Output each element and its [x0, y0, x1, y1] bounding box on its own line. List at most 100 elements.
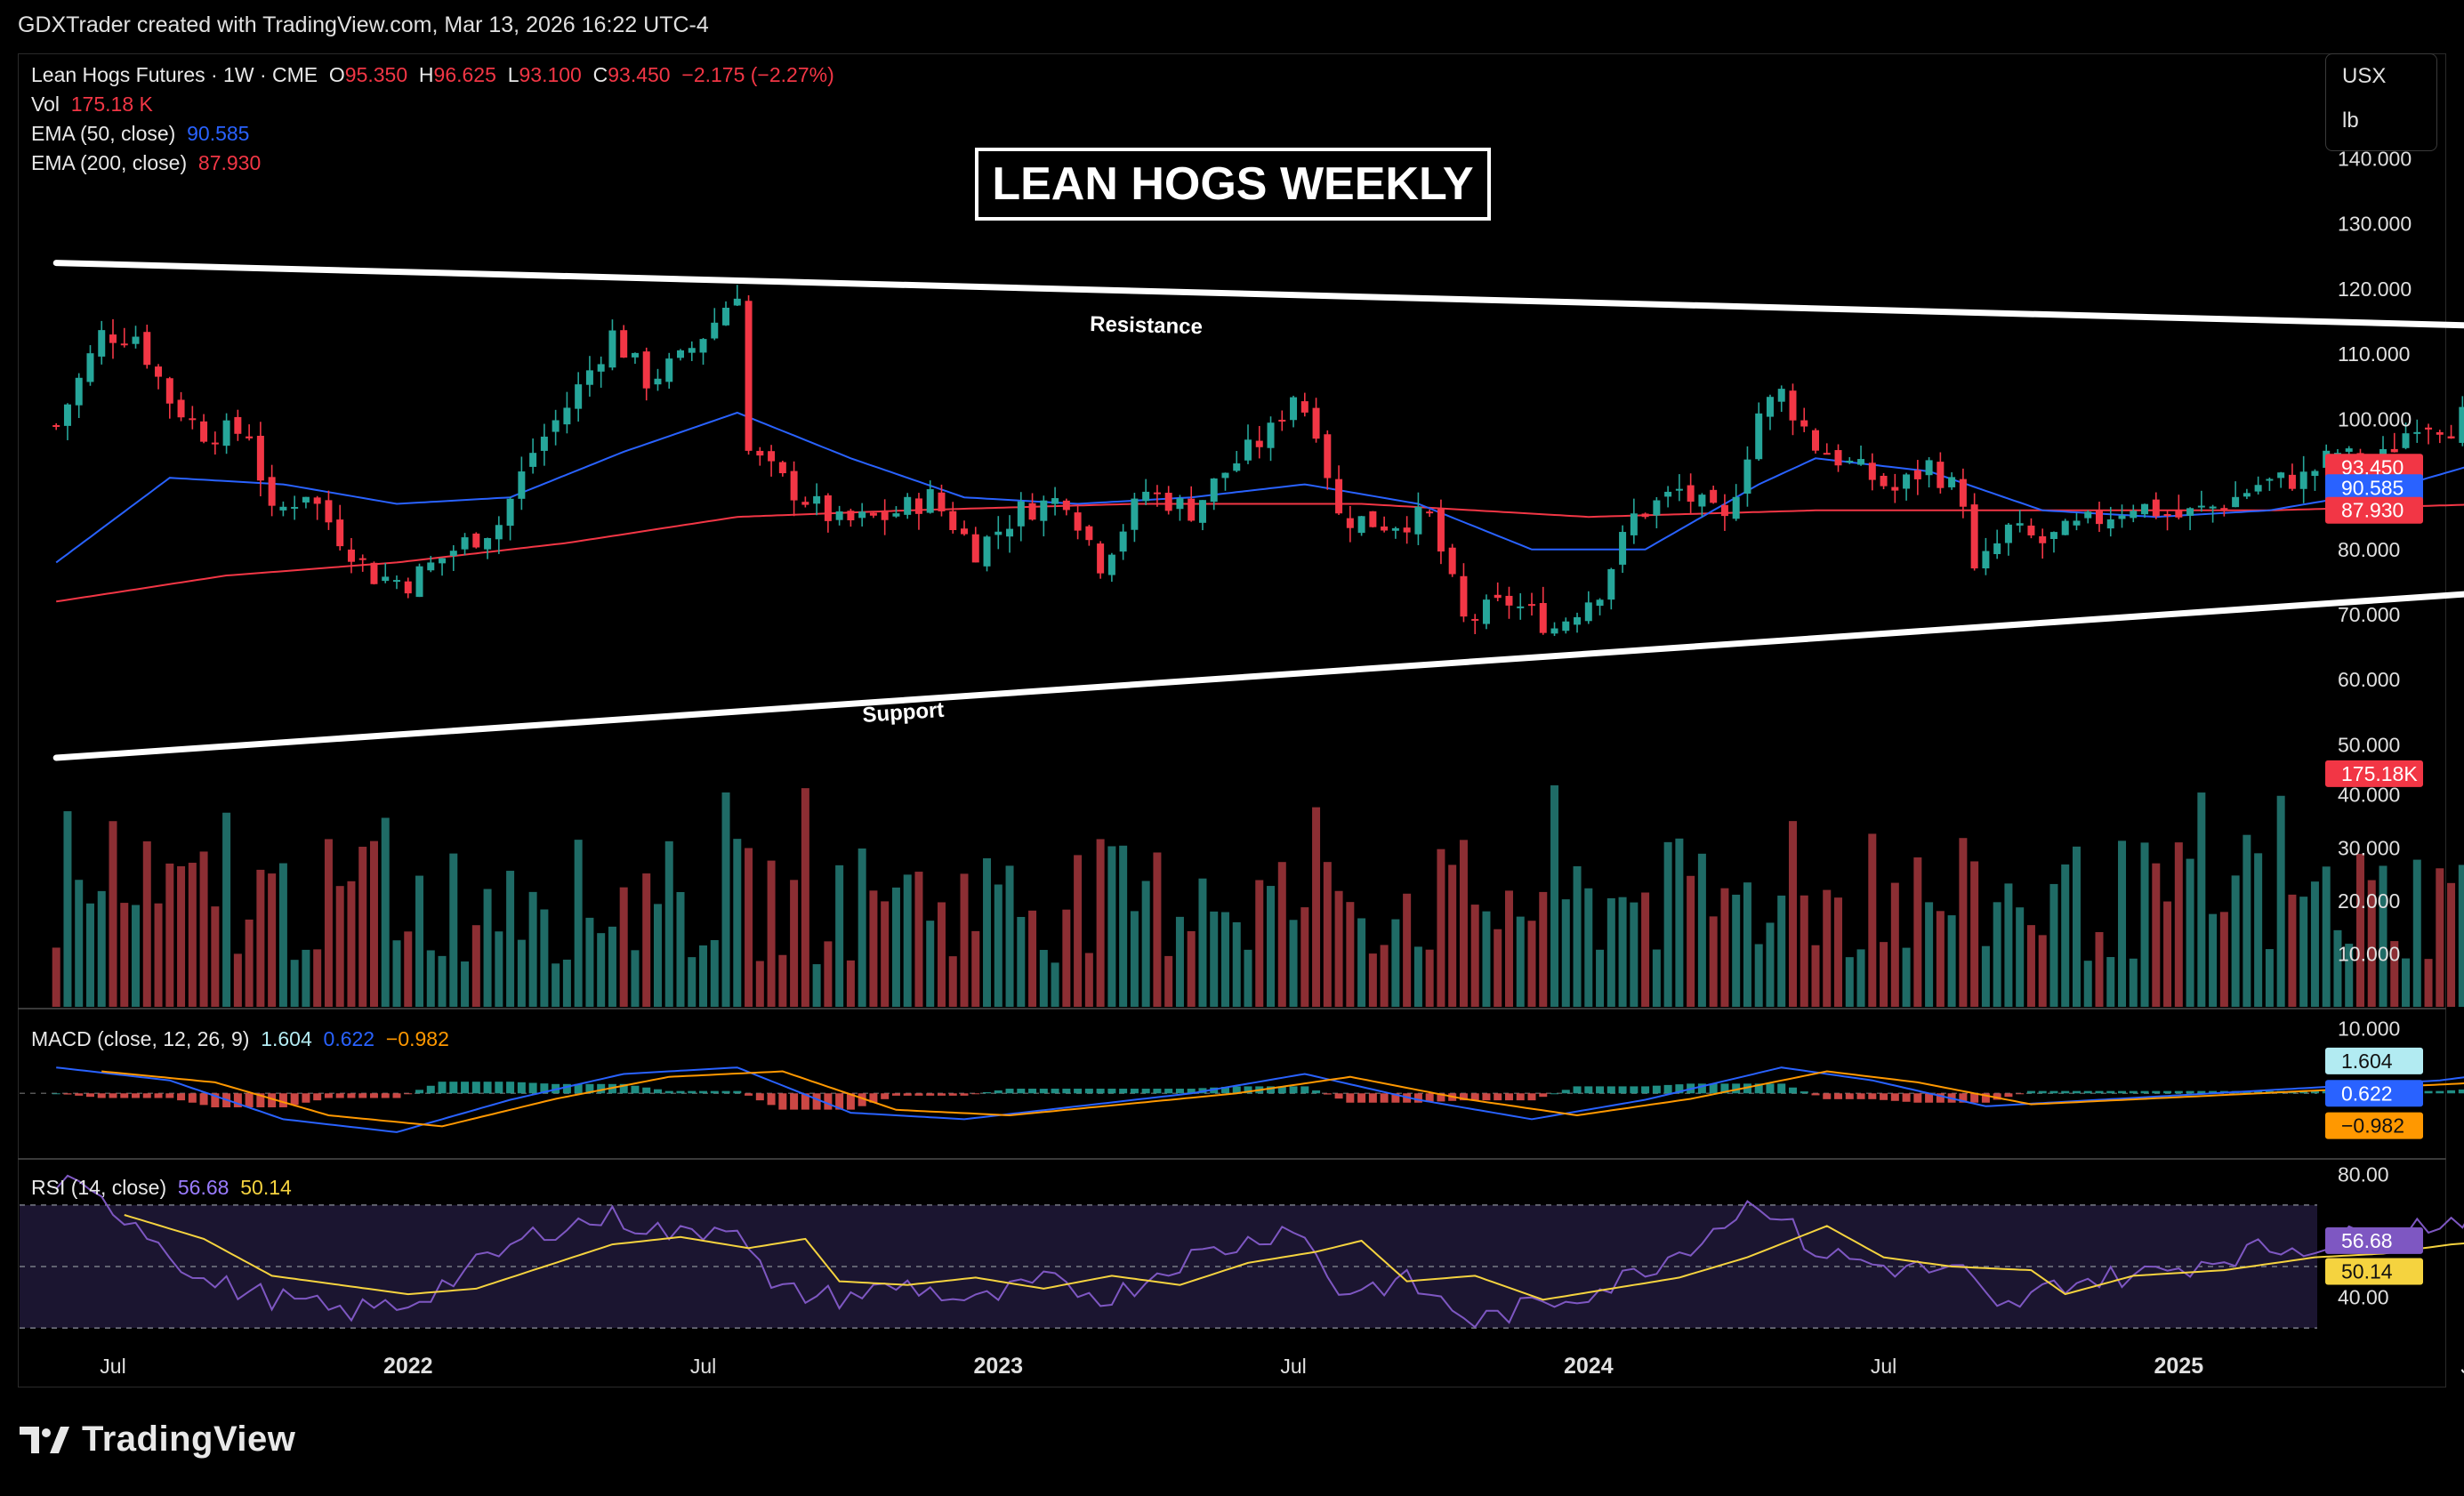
price-candle	[1346, 505, 1354, 543]
macd-histogram-bar	[2197, 1090, 2206, 1094]
price-candle	[904, 493, 912, 519]
unit-selector[interactable]: USX lb	[2325, 53, 2437, 151]
volume-bar	[2265, 949, 2274, 1007]
candle-body	[585, 370, 593, 385]
candle-body	[552, 420, 560, 432]
macd-histogram-bar	[1584, 1086, 1593, 1094]
candle-body	[904, 496, 912, 515]
macd-histogram-bar	[1051, 1089, 1059, 1094]
volume-bar	[664, 840, 673, 1007]
candle-body	[1244, 439, 1252, 461]
ema50-legend[interactable]: EMA (50, close) 90.585	[31, 119, 249, 149]
change-value: −2.175 (−2.27%)	[681, 63, 834, 86]
price-candle	[1823, 443, 1831, 455]
volume-bar	[778, 954, 787, 1007]
price-candle	[2311, 469, 2319, 491]
volume-bar	[256, 869, 265, 1007]
resistance-trendline	[52, 260, 2464, 329]
volume-bar	[199, 851, 208, 1007]
volume-legend[interactable]: Vol 175.18 K	[31, 90, 153, 119]
volume-bar	[767, 860, 776, 1007]
volume-bar	[1198, 878, 1207, 1007]
currency-unit[interactable]: USX	[2342, 64, 2387, 88]
volume-bar	[1096, 839, 1105, 1007]
volume-tick-label: 10.000	[2338, 942, 2400, 965]
volume-bar	[597, 933, 606, 1007]
ema50-label: EMA (50, close)	[31, 122, 176, 145]
price-candle	[1982, 537, 1990, 575]
volume-bar	[858, 849, 866, 1007]
price-candle	[2209, 504, 2217, 523]
macd-histogram-bar	[983, 1091, 992, 1094]
candle-body	[1574, 616, 1582, 625]
macd-histogram-bar	[1845, 1093, 1854, 1099]
volume-bar	[1641, 892, 1650, 1007]
price-candle	[1868, 453, 1876, 491]
volume-bar	[1425, 949, 1434, 1007]
candle-body	[313, 497, 321, 504]
macd-histogram-bar	[971, 1093, 980, 1095]
volume-bar	[404, 931, 413, 1007]
candle-body	[109, 334, 117, 343]
macd-histogram-bar	[1232, 1086, 1241, 1094]
volume-bar	[2083, 961, 2092, 1007]
ema200-legend[interactable]: EMA (200, close) 87.930	[31, 149, 261, 178]
symbol-name[interactable]: Lean Hogs Futures · 1W · CME	[31, 63, 318, 86]
macd-histogram-bar	[1334, 1093, 1343, 1099]
candle-body	[2141, 503, 2149, 515]
volume-bar	[381, 817, 390, 1007]
macd-histogram-bar	[2118, 1090, 2127, 1094]
candle-body	[370, 562, 378, 584]
measure-unit[interactable]: lb	[2342, 109, 2359, 133]
macd-histogram-bar	[653, 1089, 662, 1094]
price-candle	[165, 376, 173, 419]
candle-body	[472, 533, 480, 548]
candle-body	[1482, 599, 1490, 624]
volume-bar	[2072, 846, 2081, 1007]
volume-bar	[2447, 882, 2456, 1007]
price-candle	[495, 516, 503, 554]
macd-histogram-bar	[1175, 1089, 1184, 1094]
volume-bar	[824, 941, 833, 1007]
volume-bar	[2310, 881, 2319, 1007]
volume-bar	[1527, 921, 1536, 1007]
candle-body	[790, 471, 798, 501]
high-label: H	[418, 63, 434, 86]
candle-body	[75, 377, 83, 406]
price-candle	[1812, 428, 1819, 454]
price-candle	[1687, 473, 1695, 513]
support-trendline	[52, 591, 2464, 761]
price-candle	[1710, 485, 1718, 504]
rsi-legend[interactable]: RSI (14, close) 56.68 50.14	[31, 1173, 292, 1202]
candle-body	[120, 343, 128, 346]
volume-bar	[755, 961, 764, 1007]
candle-body	[1131, 498, 1139, 530]
volume-bar	[2152, 863, 2161, 1007]
candle-body	[2345, 448, 2353, 452]
price-candle	[1085, 525, 1093, 546]
price-candle	[439, 558, 447, 576]
candle-body	[1664, 491, 1672, 497]
candle-body	[1630, 513, 1638, 535]
macd-histogram-bar	[858, 1093, 866, 1106]
volume-bar	[233, 953, 242, 1007]
price-candle	[1188, 486, 1196, 522]
ema200-label: EMA (200, close)	[31, 151, 188, 174]
candle-body	[1437, 509, 1445, 552]
candle-body	[1278, 419, 1286, 422]
volume-bar	[177, 865, 186, 1007]
volume-bar	[2299, 897, 2308, 1007]
price-candle	[1619, 525, 1627, 574]
macd-legend[interactable]: MACD (close, 12, 26, 9) 1.604 0.622 −0.9…	[31, 1025, 449, 1054]
candle-body	[268, 477, 276, 506]
macd-histogram-bar	[926, 1093, 935, 1096]
macd-histogram-bar	[1550, 1093, 1559, 1095]
price-candle	[1391, 527, 1399, 539]
candle-body	[1403, 527, 1411, 533]
price-candle	[75, 373, 83, 418]
volume-bar	[869, 890, 878, 1007]
candle-body	[246, 436, 254, 438]
rsi-tag-bg	[2325, 1227, 2423, 1254]
volume-bar	[483, 889, 492, 1007]
